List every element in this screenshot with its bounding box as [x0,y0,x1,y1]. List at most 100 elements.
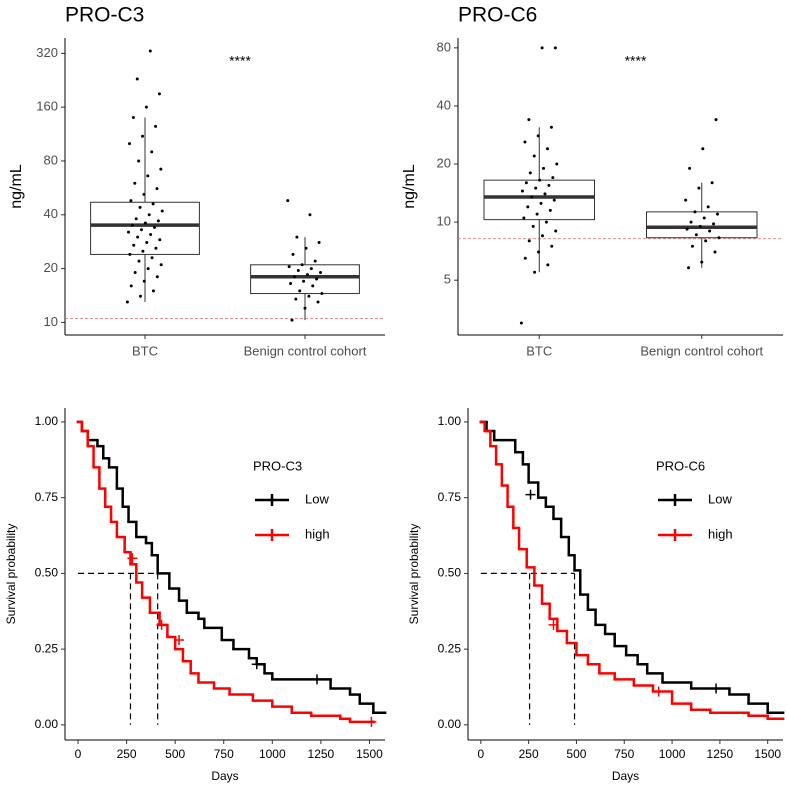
x-tick-label: BTC [526,343,552,358]
data-point [537,250,541,254]
y-tick-label: 40 [44,206,58,221]
x-tick-label: 250 [117,747,137,761]
data-point [540,234,544,238]
data-point [701,147,705,151]
data-point [545,147,549,151]
data-point [698,224,702,228]
data-point [132,243,136,247]
data-point [526,205,530,209]
data-point [295,235,299,239]
data-point [130,223,134,227]
y-tick-label: 0.50 [35,566,59,580]
y-axis-title: Survival probability [407,524,421,625]
x-tick-label: 0 [477,747,484,761]
data-point [536,134,540,138]
x-tick-label: 500 [165,747,185,761]
data-point [700,260,704,264]
legend-label: high [708,526,733,541]
data-point [689,220,693,224]
data-point [292,275,296,279]
data-point [149,233,153,237]
data-point [158,238,162,242]
data-point [542,166,546,170]
y-axis-title: Survival probability [4,524,18,625]
y-tick-label: 1.00 [35,414,59,428]
y-tick-label: 320 [36,45,58,60]
data-point [141,134,145,138]
data-point [159,263,163,267]
data-point [522,216,526,220]
data-point [543,192,547,196]
y-tick-label: 80 [44,152,58,167]
data-point [142,279,146,283]
data-point [155,187,159,191]
x-axis-title: Days [211,769,238,783]
data-point [715,212,719,216]
legend-key [658,494,692,506]
data-point [300,263,304,267]
data-point [138,205,142,209]
data-point [146,267,150,271]
data-point [690,244,694,248]
x-tick-label: 500 [566,747,586,761]
x-tick-label: 750 [214,747,234,761]
data-point [555,162,559,166]
data-point [137,259,141,263]
data-point [129,284,133,288]
data-point [519,321,523,325]
data-point [320,292,324,296]
data-point [154,246,158,250]
x-tick-label: 1250 [707,747,734,761]
x-tick-label: 1250 [308,747,335,761]
data-point [290,318,294,322]
data-point [137,159,141,163]
data-point [551,176,555,180]
y-tick-label: 10 [437,214,451,229]
y-tick-label: 5 [444,272,451,287]
legend-key [658,529,692,541]
box [646,211,758,239]
y-tick-label: 0.00 [35,717,59,731]
data-point [313,259,317,263]
data-point [523,256,527,260]
data-point [550,244,554,248]
data-point [540,46,544,50]
box [250,264,360,295]
x-tick-label: 250 [519,747,539,761]
y-tick-label: 10 [44,314,58,329]
censor-mark [711,683,722,694]
data-point [710,181,714,185]
data-point [528,171,532,175]
data-point [142,192,146,196]
data-point [294,297,298,301]
data-point [685,227,689,231]
data-point [296,269,300,273]
data-point [534,186,538,190]
data-point [289,282,293,286]
legend-label: Low [708,491,732,506]
x-tick-label: 1000 [659,747,686,761]
legend-key [255,529,289,541]
data-point [133,181,137,185]
x-axis-title: Days [612,769,639,783]
data-point [287,265,291,269]
x-tick-label: 750 [614,747,634,761]
data-point [155,275,159,279]
data-point [151,202,155,206]
data-point [298,289,302,293]
x-tick-label: Benign control cohort [244,343,367,358]
data-point [305,273,309,277]
y-tick-label: 1.00 [438,414,462,428]
data-point [527,118,531,122]
data-point [157,92,161,96]
y-tick-label: 20 [44,260,58,275]
censor-mark [174,635,185,646]
data-point [532,154,536,158]
annotation: **** [229,53,251,69]
data-point [138,294,142,298]
km-drop [485,421,769,713]
legend-key [255,494,289,506]
data-point [688,166,692,170]
y-tick-label: 0.00 [438,717,462,731]
